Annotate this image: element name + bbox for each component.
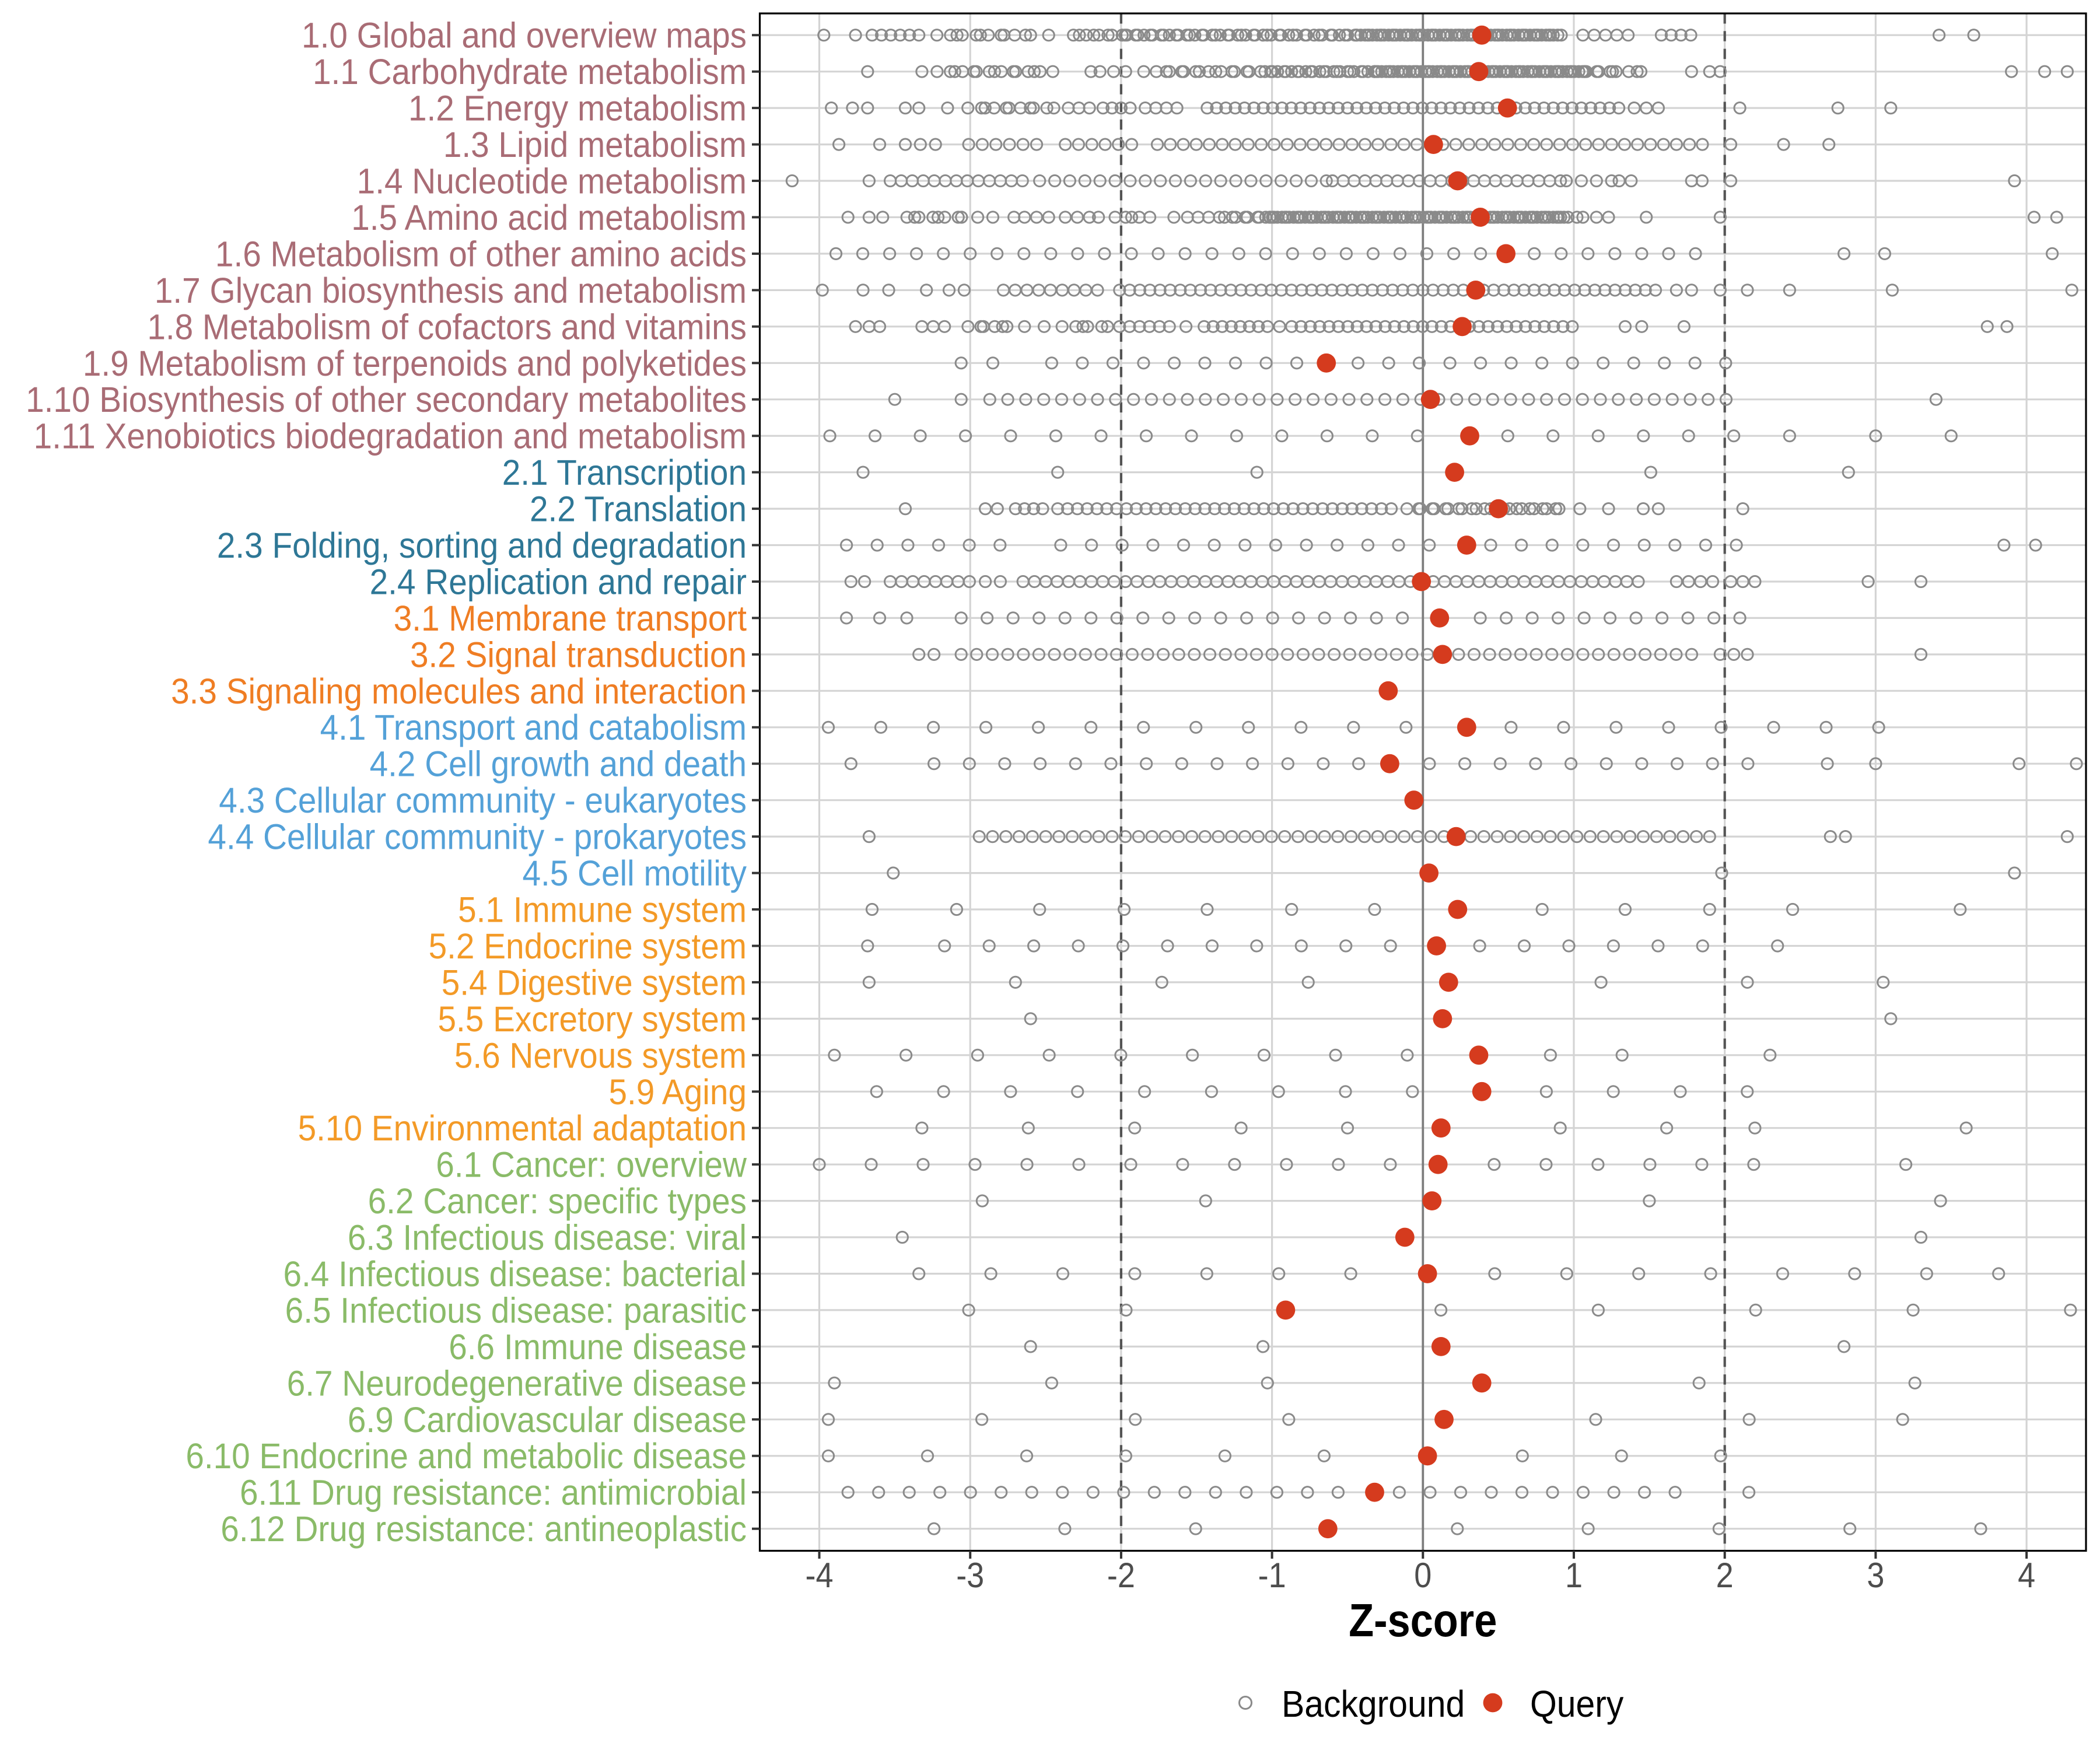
svg-text:5.2 Endocrine system: 5.2 Endocrine system: [429, 927, 747, 966]
svg-text:3.3 Signaling molecules and in: 3.3 Signaling molecules and interaction: [171, 672, 747, 711]
svg-text:1.4 Nucleotide metabolism: 1.4 Nucleotide metabolism: [357, 162, 747, 201]
svg-text:5.5 Excretory system: 5.5 Excretory system: [438, 1000, 747, 1039]
svg-text:-1: -1: [1258, 1556, 1286, 1595]
svg-text:-3: -3: [956, 1556, 984, 1595]
svg-text:4.1 Transport and catabolism: 4.1 Transport and catabolism: [320, 708, 747, 747]
svg-text:4: 4: [2018, 1556, 2035, 1595]
svg-text:6.9 Cardiovascular disease: 6.9 Cardiovascular disease: [348, 1401, 747, 1440]
svg-text:1.1 Carbohydrate metabolism: 1.1 Carbohydrate metabolism: [313, 52, 747, 92]
svg-text:5.1 Immune system: 5.1 Immune system: [458, 891, 747, 930]
svg-text:3.2 Signal transduction: 3.2 Signal transduction: [410, 636, 747, 675]
svg-text:6.7 Neurodegenerative disease: 6.7 Neurodegenerative disease: [287, 1364, 747, 1403]
svg-text:1.0 Global and overview maps: 1.0 Global and overview maps: [302, 16, 747, 55]
svg-text:2: 2: [1716, 1556, 1734, 1595]
svg-text:1.2 Energy metabolism: 1.2 Energy metabolism: [408, 89, 747, 128]
svg-text:-4: -4: [805, 1556, 833, 1595]
svg-text:1.6 Metabolism of other amino: 1.6 Metabolism of other amino acids: [215, 235, 747, 274]
svg-text:2.3 Folding, sorting and degra: 2.3 Folding, sorting and degradation: [217, 526, 747, 565]
svg-text:2.1 Transcription: 2.1 Transcription: [502, 453, 747, 492]
svg-text:1.8 Metabolism of cofactors an: 1.8 Metabolism of cofactors and vitamins: [147, 307, 747, 346]
svg-text:6.1 Cancer: overview: 6.1 Cancer: overview: [436, 1146, 747, 1185]
svg-text:6.5 Infectious disease: parasi: 6.5 Infectious disease: parasitic: [285, 1292, 747, 1331]
svg-text:1.7 Glycan biosynthesis and me: 1.7 Glycan biosynthesis and metabolism: [155, 271, 747, 310]
svg-text:1.5 Amino acid metabolism: 1.5 Amino acid metabolism: [351, 198, 747, 237]
svg-text:6.11 Drug resistance: antimicr: 6.11 Drug resistance: antimicrobial: [240, 1474, 747, 1513]
svg-text:1.11 Xenobiotics biodegradatio: 1.11 Xenobiotics biodegradation and meta…: [34, 417, 747, 456]
svg-text:-2: -2: [1107, 1556, 1135, 1595]
svg-text:6.2 Cancer: specific types: 6.2 Cancer: specific types: [368, 1182, 747, 1221]
svg-text:2.4 Replication and repair: 2.4 Replication and repair: [370, 563, 747, 602]
svg-text:1.3 Lipid metabolism: 1.3 Lipid metabolism: [443, 125, 747, 164]
svg-text:4.5 Cell motility: 4.5 Cell motility: [522, 854, 747, 893]
svg-text:4.4 Cellular community - proka: 4.4 Cellular community - prokaryotes: [208, 818, 747, 857]
svg-text:3: 3: [1867, 1556, 1884, 1595]
svg-text:6.10 Endocrine and metabolic d: 6.10 Endocrine and metabolic disease: [186, 1437, 747, 1476]
svg-text:6.12 Drug resistance: antineop: 6.12 Drug resistance: antineoplastic: [220, 1510, 747, 1549]
svg-text:6.4 Infectious disease: bacter: 6.4 Infectious disease: bacterial: [283, 1255, 747, 1294]
svg-text:1.9 Metabolism of terpenoids a: 1.9 Metabolism of terpenoids and polyket…: [83, 344, 747, 383]
svg-text:0: 0: [1414, 1556, 1432, 1595]
svg-text:2.2 Translation: 2.2 Translation: [530, 490, 747, 529]
svg-text:5.6 Nervous system: 5.6 Nervous system: [454, 1036, 747, 1075]
svg-text:Background: Background: [1282, 1684, 1465, 1726]
svg-text:Z-score: Z-score: [1349, 1594, 1497, 1646]
svg-text:3.1 Membrane transport: 3.1 Membrane transport: [394, 599, 747, 638]
svg-text:6.3 Infectious disease: viral: 6.3 Infectious disease: viral: [348, 1219, 747, 1258]
svg-text:6.6 Immune disease: 6.6 Immune disease: [449, 1328, 747, 1367]
svg-text:1.10 Biosynthesis of other sec: 1.10 Biosynthesis of other secondary met…: [26, 380, 747, 419]
svg-text:1: 1: [1565, 1556, 1583, 1595]
svg-text:Query: Query: [1530, 1684, 1624, 1726]
svg-text:5.4 Digestive system: 5.4 Digestive system: [442, 964, 747, 1003]
svg-text:4.2 Cell growth and death: 4.2 Cell growth and death: [370, 745, 747, 784]
svg-text:4.3 Cellular community - eukar: 4.3 Cellular community - eukaryotes: [219, 781, 747, 820]
svg-text:5.9 Aging: 5.9 Aging: [608, 1073, 747, 1112]
svg-text:5.10 Environmental adaptation: 5.10 Environmental adaptation: [298, 1109, 747, 1148]
